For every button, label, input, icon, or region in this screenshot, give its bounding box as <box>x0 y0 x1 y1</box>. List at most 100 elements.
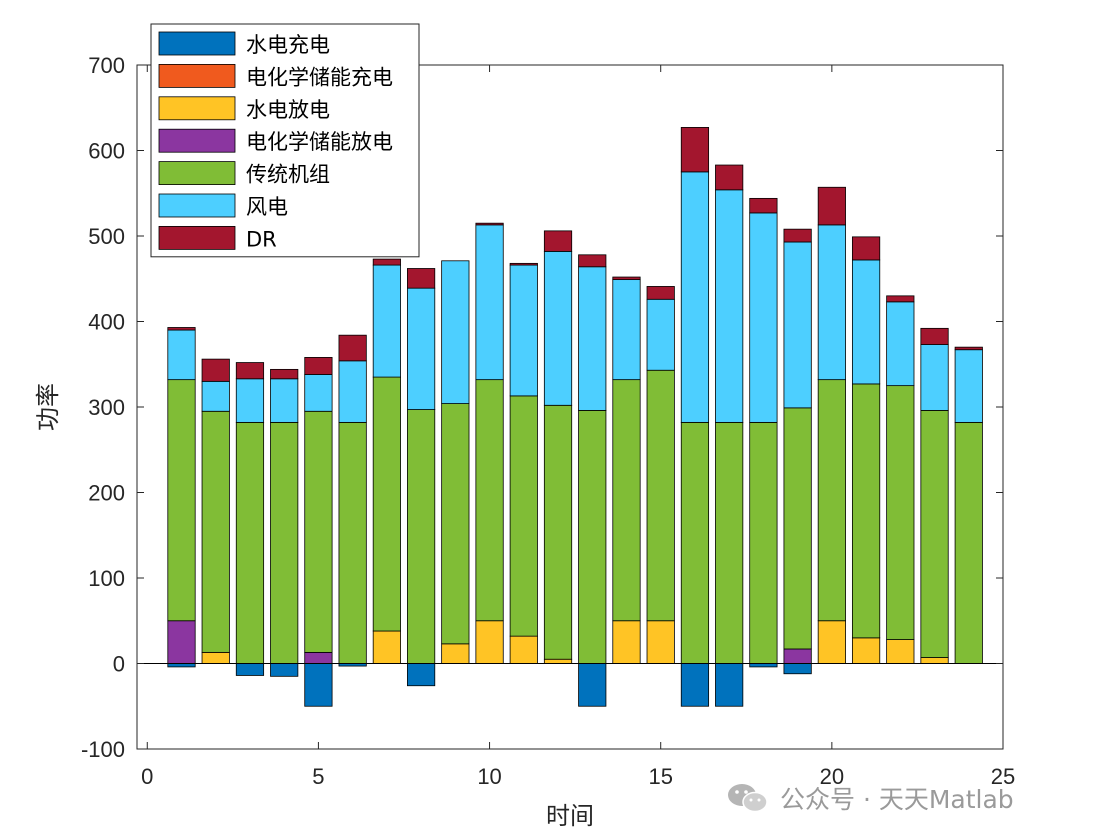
bar-segment <box>167 620 196 664</box>
watermark-text: 公众号 · 天天Matlab <box>780 785 1014 814</box>
bar-segment <box>920 657 949 664</box>
bar-segment <box>920 410 949 658</box>
legend-label: DR <box>246 227 277 251</box>
bar-segment <box>441 643 470 664</box>
bar-segment <box>749 212 778 423</box>
bar-segment <box>441 403 470 645</box>
bar-segment <box>372 258 401 266</box>
bar-segment <box>954 346 983 351</box>
bar-segment <box>235 362 265 380</box>
bar-segment <box>509 262 538 266</box>
bar-segment <box>270 378 299 423</box>
bar-segment <box>543 658 573 664</box>
y-tick-label: 0 <box>113 652 125 677</box>
bar-segment <box>270 421 299 664</box>
y-tick-label: 100 <box>88 566 125 591</box>
bar-segment <box>509 264 538 397</box>
bar-segment <box>304 357 333 375</box>
x-axis-title: 时间 <box>546 802 594 830</box>
bar-segment <box>235 663 265 676</box>
bar-segment <box>886 295 915 303</box>
y-axis-title: 功率 <box>34 383 62 431</box>
bar-segment <box>680 421 710 664</box>
bar-segment <box>749 197 778 214</box>
bar-segment <box>201 380 230 412</box>
bar-segment <box>817 186 846 226</box>
bar-segment <box>783 407 812 650</box>
bar-segment <box>851 383 881 639</box>
bar-segment <box>304 410 333 653</box>
bar-segment <box>783 648 812 664</box>
legend-label: 水电放电 <box>246 98 330 122</box>
bar-segment <box>886 385 915 640</box>
bar-segment <box>612 276 641 281</box>
bar-segment <box>372 376 401 632</box>
bar-layer <box>167 127 983 707</box>
bar-segment <box>749 663 778 668</box>
legend-label: 电化学储能充电 <box>246 65 393 89</box>
bar-segment <box>270 368 299 380</box>
bar-segment <box>578 410 607 664</box>
y-tick-label: 300 <box>88 395 125 420</box>
x-tick-label: 10 <box>477 764 501 789</box>
wechat-icon <box>728 784 768 813</box>
bar-segment <box>475 224 504 381</box>
bar-segment <box>920 344 949 411</box>
bar-segment <box>715 663 744 707</box>
legend-label: 电化学储能放电 <box>246 130 393 154</box>
bar-segment <box>612 620 641 664</box>
bar-segment <box>578 254 607 268</box>
bar-segment <box>920 327 949 345</box>
bar-segment <box>475 222 504 226</box>
bar-segment <box>680 171 710 423</box>
bar-segment <box>851 637 881 664</box>
y-tick-label: 200 <box>88 481 125 506</box>
x-tick-label: 25 <box>991 764 1015 789</box>
watermark: 公众号 · 天天Matlab <box>726 778 1014 818</box>
bar-segment <box>578 663 607 707</box>
bar-segment <box>475 620 504 664</box>
bar-segment <box>954 349 983 423</box>
x-tick-label: 15 <box>648 764 672 789</box>
bar-segment <box>680 663 710 707</box>
bar-segment <box>817 224 846 381</box>
bar-segment <box>372 264 401 378</box>
y-tick-label: 500 <box>88 224 125 249</box>
bar-segment <box>715 189 744 423</box>
legend-label: 水电充电 <box>246 33 330 57</box>
bar-segment <box>817 379 846 622</box>
bar-segment <box>715 421 744 664</box>
bar-segment <box>201 358 230 382</box>
bar-segment <box>578 266 607 411</box>
bar-segment <box>749 421 778 664</box>
bar-segment <box>338 360 367 423</box>
bar-segment <box>270 663 299 677</box>
legend-swatch <box>158 128 236 153</box>
bar-segment <box>304 663 333 707</box>
bar-segment <box>304 651 333 664</box>
bar-segment <box>441 260 470 404</box>
legend-swatch <box>158 225 236 250</box>
bar-segment <box>851 236 881 261</box>
bar-segment <box>886 301 915 387</box>
bar-segment <box>475 379 504 622</box>
bar-segment <box>783 663 812 675</box>
x-axis-ticks: 0 5 10 15 20 25 <box>141 65 1015 789</box>
legend-swatch <box>158 31 236 56</box>
y-tick-label: 700 <box>88 53 125 78</box>
legend-swatch <box>158 64 236 88</box>
bar-segment <box>338 334 367 362</box>
bar-segment <box>680 127 710 173</box>
bar-segment <box>201 410 230 653</box>
bar-segment <box>543 250 573 406</box>
legend-swatch <box>158 96 236 121</box>
bar-segment <box>954 421 983 664</box>
x-tick-label: 5 <box>312 764 324 789</box>
bar-segment <box>646 286 675 300</box>
bar-segment <box>817 620 846 664</box>
y-axis-ticks: -100 0 100 200 300 400 500 600 700 <box>81 53 1003 762</box>
bar-segment <box>235 378 265 423</box>
bar-segment <box>407 663 436 687</box>
bar-segment <box>886 639 915 664</box>
